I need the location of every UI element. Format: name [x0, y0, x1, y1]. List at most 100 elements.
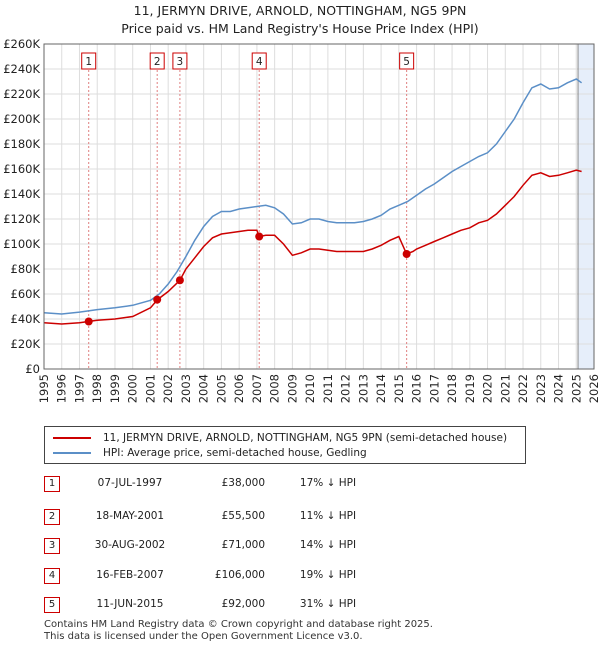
footer-copyright: Contains HM Land Registry data © Crown c… — [44, 619, 433, 630]
table-row: 5 11-JUN-2015 £92,000 31% ↓ HPI — [0, 595, 600, 615]
legend-item-hpi: HPI: Average price, semi-detached house,… — [53, 447, 367, 459]
y-tick-label: £100K — [3, 237, 40, 251]
table-row: 1 07-JUL-1997 £38,000 17% ↓ HPI — [0, 474, 600, 494]
hpi-series-line — [43, 78, 583, 315]
sale-hpi-diff: 11% ↓ HPI — [299, 510, 357, 522]
x-tick-label: 2008 — [268, 374, 282, 403]
sale-marker-label: 2 — [154, 56, 161, 68]
sale-price: £71,000 — [221, 539, 265, 551]
x-tick-label: 2009 — [285, 374, 299, 403]
sale-marker-label: 3 — [177, 56, 184, 68]
legend-item-price: 11, JERMYN DRIVE, ARNOLD, NOTTINGHAM, NG… — [53, 432, 507, 444]
x-tick-label: 2021 — [498, 374, 512, 403]
x-tick-label: 2022 — [516, 374, 530, 403]
x-tick-label: 2025 — [569, 374, 583, 403]
x-tick-label: 2023 — [534, 374, 548, 403]
sale-price: £106,000 — [214, 569, 265, 581]
x-tick-label: 2005 — [214, 374, 228, 403]
x-tick-label: 2018 — [445, 374, 459, 403]
legend-price-swatch — [53, 437, 91, 439]
sale-marker-badge: 4 — [44, 568, 60, 584]
y-tick-label: £260K — [3, 37, 40, 51]
price-series-line — [43, 169, 582, 325]
sale-date: 30-AUG-2002 — [94, 539, 166, 551]
x-tick-label: 2000 — [126, 374, 140, 403]
y-tick-label: £140K — [3, 187, 40, 201]
x-tick-label: 2003 — [179, 374, 193, 403]
x-tick-label: 1996 — [55, 374, 69, 403]
sale-hpi-diff: 31% ↓ HPI — [299, 598, 357, 610]
y-tick-label: £40K — [11, 312, 41, 326]
x-tick-label: 2014 — [374, 374, 388, 403]
sale-date: 16-FEB-2007 — [96, 569, 164, 581]
x-tick-label: 2013 — [356, 374, 370, 403]
x-tick-label: 2017 — [427, 374, 441, 403]
x-tick-label: 2002 — [161, 374, 175, 403]
sale-marker-label: 4 — [256, 56, 263, 68]
x-tick-label: 2016 — [410, 374, 424, 403]
sale-marker-badge: 1 — [44, 476, 60, 492]
x-tick-label: 2001 — [143, 374, 157, 403]
price-chart: £0 £20K £40K £60K £80K £100K £120K £140K £160K £1… — [3, 37, 600, 403]
x-tick-label: 2007 — [250, 374, 264, 403]
x-tick-label: 1998 — [90, 374, 104, 403]
legend-hpi-swatch — [53, 452, 91, 454]
chart-subtitle: Price paid vs. HM Land Registry's House … — [121, 21, 479, 36]
x-tick-label: 1999 — [108, 374, 122, 403]
sale-point — [402, 250, 411, 258]
chart-title: 11, JERMYN DRIVE, ARNOLD, NOTTINGHAM, NG… — [133, 3, 467, 18]
sale-marker-badge: 3 — [44, 538, 60, 554]
sale-hpi-diff: 19% ↓ HPI — [299, 569, 357, 581]
sale-hpi-diff: 14% ↓ HPI — [299, 539, 357, 551]
sale-point — [255, 232, 264, 241]
x-tick-label: 1995 — [37, 374, 51, 403]
y-tick-label: £160K — [3, 162, 40, 176]
x-tick-label: 2010 — [303, 374, 317, 403]
legend-price-label: 11, JERMYN DRIVE, ARNOLD, NOTTINGHAM, NG… — [103, 432, 508, 444]
sale-marker-badge: 5 — [44, 597, 60, 613]
plot-frame — [43, 43, 595, 370]
sale-date: 18-MAY-2001 — [95, 510, 165, 522]
sale-point — [84, 317, 93, 326]
footer-license: This data is licensed under the Open Gov… — [44, 631, 363, 642]
x-tick-label: 2019 — [463, 374, 477, 403]
sale-price: £55,500 — [221, 510, 265, 522]
future-shade — [578, 44, 594, 369]
y-tick-label: £180K — [3, 137, 40, 151]
x-tick-label: 2006 — [232, 374, 246, 403]
y-tick-label: £20K — [11, 337, 41, 351]
x-tick-label: 2015 — [392, 374, 406, 403]
x-tick-label: 2011 — [321, 374, 335, 403]
sale-marker-box — [81, 52, 97, 70]
y-tick-label: £0 — [25, 362, 40, 376]
legend-hpi-label: HPI: Average price, semi-detached house,… — [103, 447, 367, 459]
sale-marker-box — [172, 52, 188, 70]
table-row: 2 18-MAY-2001 £55,500 11% ↓ HPI — [0, 507, 600, 527]
y-tick-label: £60K — [11, 287, 41, 301]
sale-hpi-diff: 17% ↓ HPI — [299, 477, 357, 489]
sale-date: 11-JUN-2015 — [96, 598, 164, 610]
y-tick-label: £120K — [3, 212, 40, 226]
y-tick-label: £80K — [11, 262, 41, 276]
sale-date: 07-JUL-1997 — [97, 477, 163, 489]
x-tick-label: 2004 — [197, 374, 211, 403]
sale-marker-box — [399, 52, 415, 70]
x-tick-label: 2020 — [481, 374, 495, 403]
y-tick-label: £200K — [3, 112, 40, 126]
table-row: 4 16-FEB-2007 £106,000 19% ↓ HPI — [0, 566, 600, 586]
footer: Contains HM Land Registry data © Crown c… — [44, 619, 433, 643]
table-row: 3 30-AUG-2002 £71,000 14% ↓ HPI — [0, 536, 600, 556]
sale-marker-box — [149, 52, 165, 70]
x-tick-label: 2024 — [552, 374, 566, 403]
sale-point — [153, 295, 162, 304]
sale-point — [175, 276, 184, 285]
sale-marker-label: 1 — [85, 56, 92, 68]
x-tick-label: 2026 — [587, 374, 600, 403]
sale-marker-box — [251, 52, 267, 70]
sale-marker-badge: 2 — [44, 509, 60, 525]
sale-price: £38,000 — [221, 477, 265, 489]
sale-price: £92,000 — [221, 598, 265, 610]
x-tick-label: 1997 — [72, 374, 86, 403]
legend: 11, JERMYN DRIVE, ARNOLD, NOTTINGHAM, NG… — [44, 426, 526, 464]
y-tick-label: £220K — [3, 87, 40, 101]
